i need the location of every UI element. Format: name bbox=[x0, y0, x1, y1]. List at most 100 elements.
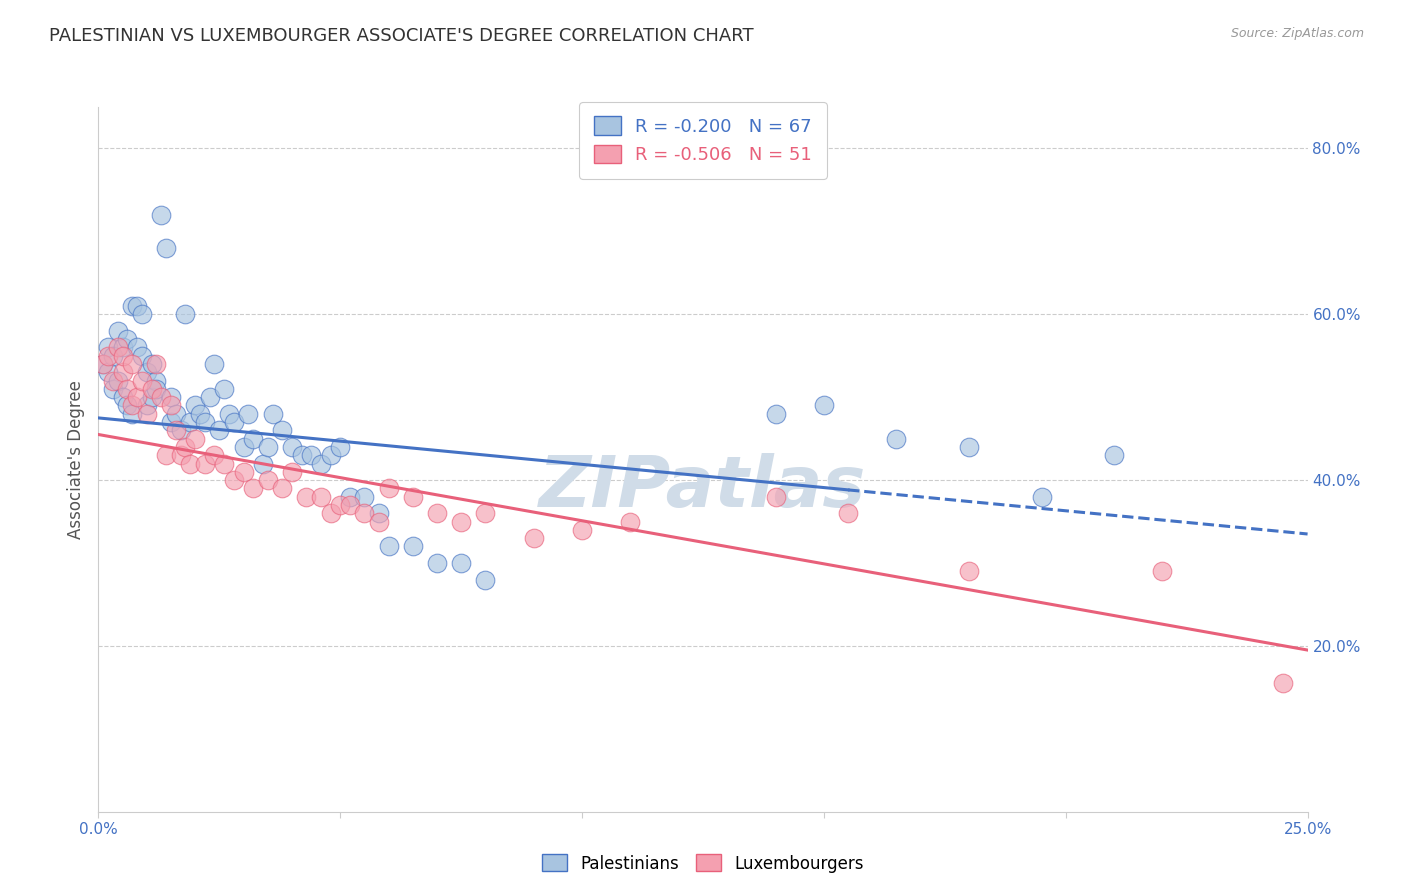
Point bbox=[319, 448, 342, 462]
Point bbox=[222, 415, 245, 429]
Point bbox=[957, 440, 980, 454]
Point bbox=[309, 457, 332, 471]
Point bbox=[111, 365, 134, 379]
Point bbox=[1272, 676, 1295, 690]
Point bbox=[117, 399, 139, 413]
Point bbox=[141, 390, 163, 404]
Point bbox=[377, 482, 399, 496]
Point bbox=[101, 349, 124, 363]
Point bbox=[97, 349, 120, 363]
Point bbox=[242, 482, 264, 496]
Point bbox=[165, 407, 187, 421]
Point bbox=[111, 341, 134, 355]
Point bbox=[107, 341, 129, 355]
Point bbox=[91, 357, 114, 371]
Text: Source: ZipAtlas.com: Source: ZipAtlas.com bbox=[1230, 27, 1364, 40]
Point bbox=[295, 490, 318, 504]
Point bbox=[174, 307, 197, 321]
Point bbox=[204, 357, 226, 371]
Point bbox=[91, 357, 114, 371]
Point bbox=[165, 423, 187, 437]
Point bbox=[319, 506, 342, 520]
Point bbox=[1102, 448, 1125, 462]
Point bbox=[339, 490, 361, 504]
Point bbox=[111, 390, 134, 404]
Point bbox=[121, 399, 143, 413]
Point bbox=[194, 415, 217, 429]
Point bbox=[169, 448, 191, 462]
Point bbox=[368, 506, 391, 520]
Point bbox=[450, 556, 472, 570]
Point bbox=[262, 407, 284, 421]
Point bbox=[198, 390, 221, 404]
Point bbox=[252, 457, 274, 471]
Point bbox=[135, 399, 157, 413]
Point bbox=[218, 407, 240, 421]
Point bbox=[232, 465, 254, 479]
Point bbox=[97, 341, 120, 355]
Point bbox=[402, 490, 425, 504]
Point bbox=[329, 498, 352, 512]
Legend: Palestinians, Luxembourgers: Palestinians, Luxembourgers bbox=[536, 847, 870, 880]
Point bbox=[208, 423, 231, 437]
Point bbox=[135, 407, 157, 421]
Point bbox=[242, 432, 264, 446]
Point bbox=[1152, 564, 1174, 578]
Point bbox=[107, 324, 129, 338]
Point bbox=[1031, 490, 1053, 504]
Y-axis label: Associate's Degree: Associate's Degree bbox=[66, 380, 84, 539]
Point bbox=[184, 432, 207, 446]
Point bbox=[121, 407, 143, 421]
Point bbox=[299, 448, 322, 462]
Point bbox=[141, 357, 163, 371]
Point bbox=[290, 448, 312, 462]
Point bbox=[188, 407, 211, 421]
Point bbox=[155, 241, 177, 255]
Point bbox=[957, 564, 980, 578]
Point bbox=[160, 415, 183, 429]
Point bbox=[121, 357, 143, 371]
Point bbox=[127, 341, 149, 355]
Point bbox=[141, 382, 163, 396]
Point bbox=[127, 390, 149, 404]
Point bbox=[256, 473, 278, 487]
Point bbox=[150, 390, 173, 404]
Point bbox=[131, 374, 153, 388]
Point bbox=[145, 382, 167, 396]
Point bbox=[232, 440, 254, 454]
Point bbox=[150, 208, 173, 222]
Point bbox=[256, 440, 278, 454]
Point bbox=[204, 448, 226, 462]
Point bbox=[571, 523, 593, 537]
Point bbox=[426, 556, 449, 570]
Point bbox=[131, 349, 153, 363]
Point bbox=[101, 382, 124, 396]
Point bbox=[765, 490, 787, 504]
Point bbox=[813, 399, 835, 413]
Point bbox=[886, 432, 908, 446]
Text: PALESTINIAN VS LUXEMBOURGER ASSOCIATE'S DEGREE CORRELATION CHART: PALESTINIAN VS LUXEMBOURGER ASSOCIATE'S … bbox=[49, 27, 754, 45]
Point bbox=[145, 357, 167, 371]
Point bbox=[523, 531, 546, 545]
Point bbox=[281, 465, 304, 479]
Point bbox=[368, 515, 391, 529]
Point bbox=[212, 382, 235, 396]
Point bbox=[117, 332, 139, 346]
Point bbox=[329, 440, 352, 454]
Point bbox=[309, 490, 332, 504]
Point bbox=[212, 457, 235, 471]
Point bbox=[169, 423, 191, 437]
Point bbox=[281, 440, 304, 454]
Point bbox=[474, 573, 496, 587]
Point bbox=[402, 540, 425, 554]
Point bbox=[117, 382, 139, 396]
Point bbox=[145, 374, 167, 388]
Point bbox=[450, 515, 472, 529]
Point bbox=[160, 390, 183, 404]
Point bbox=[222, 473, 245, 487]
Point bbox=[426, 506, 449, 520]
Point bbox=[101, 374, 124, 388]
Point bbox=[174, 440, 197, 454]
Point bbox=[121, 299, 143, 313]
Point bbox=[179, 457, 201, 471]
